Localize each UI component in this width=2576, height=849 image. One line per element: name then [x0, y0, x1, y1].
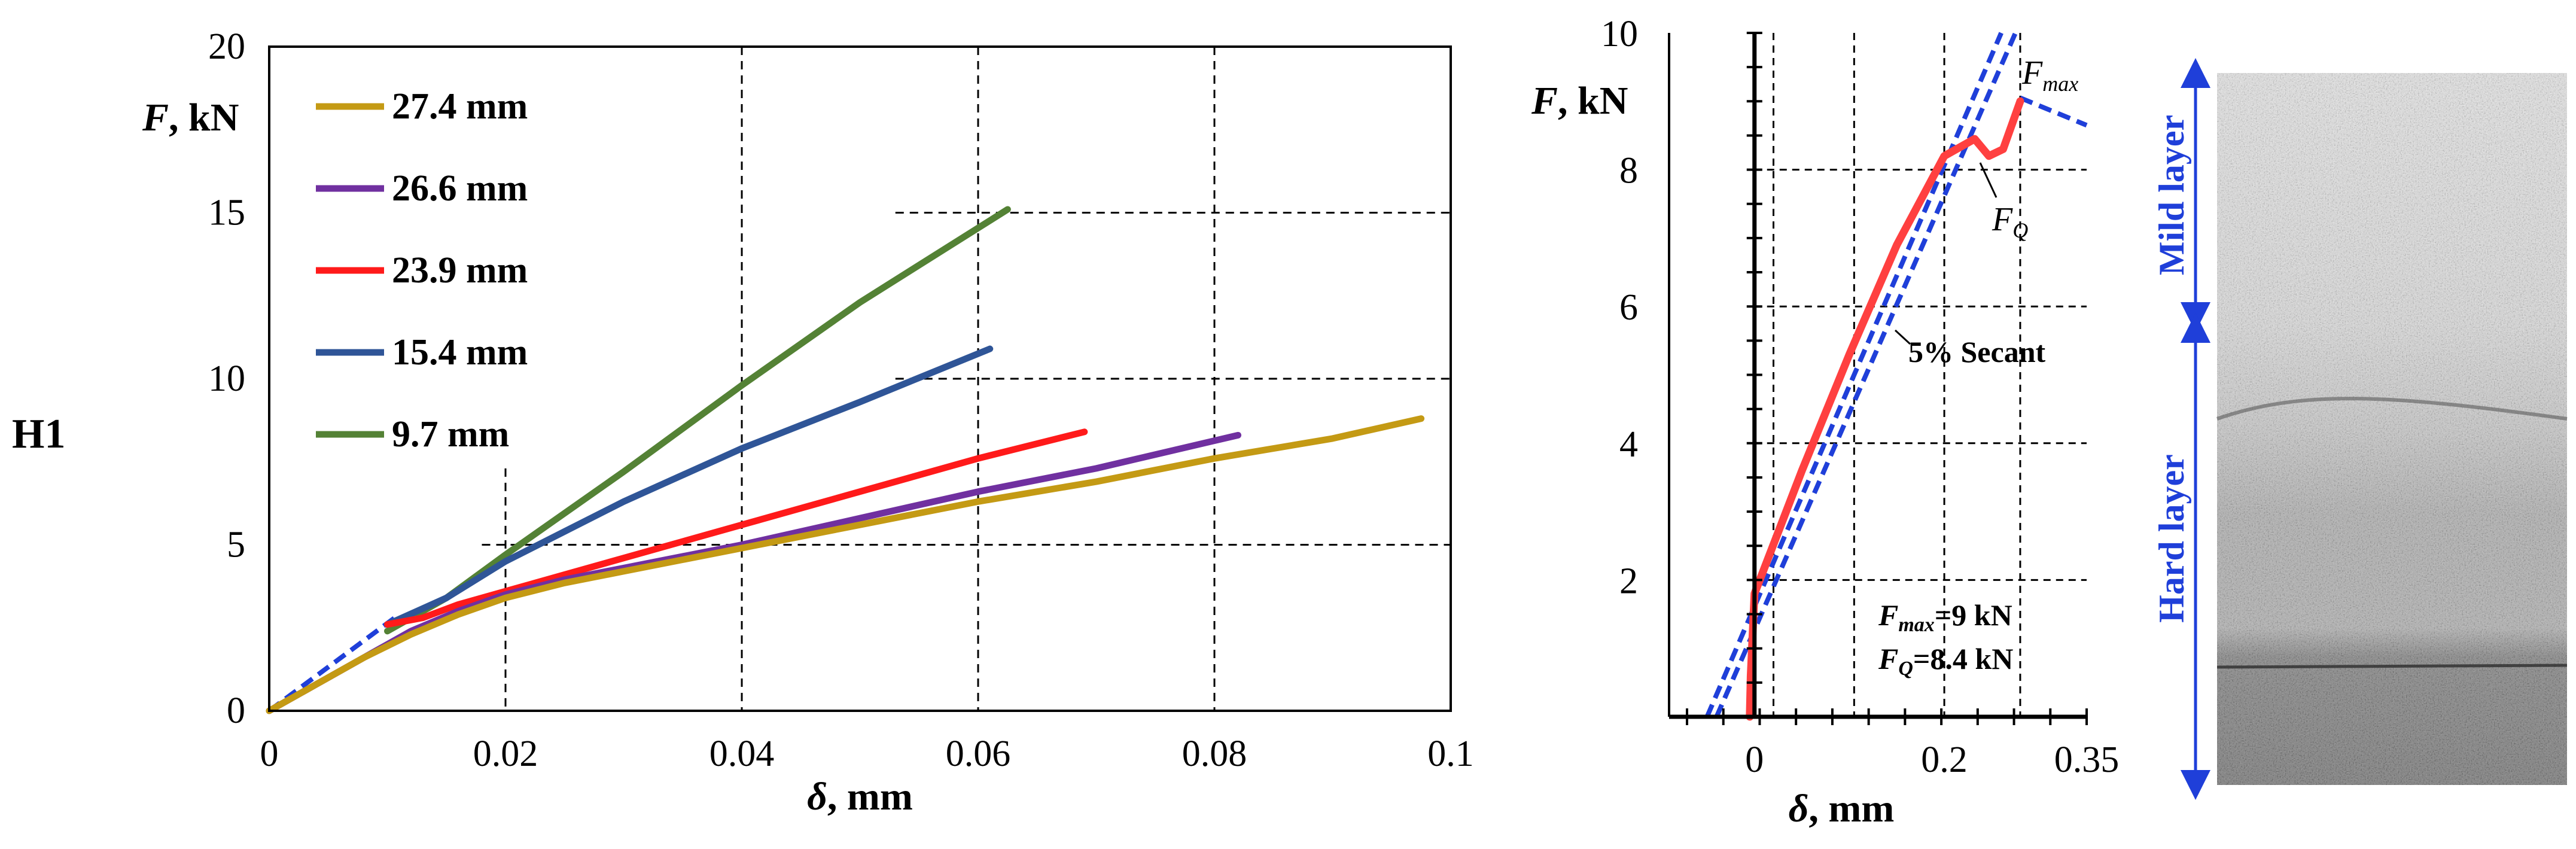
chart2-tail-line	[2019, 95, 2088, 128]
chart2-result-fmax: Fmax=9 kN	[1878, 598, 2012, 636]
chart2-result-fq: FQ=8.4 kN	[1878, 642, 2013, 680]
chart1-tick-labels: 0 0.02 0.04 0.06 0.08 0.1 0 5 10 15 20	[208, 26, 1474, 774]
chart2-y-tick-label: 10	[1601, 14, 1638, 54]
chart1-y-axis-label: F, kN	[142, 96, 239, 139]
chart2-y-tick-label: 6	[1619, 287, 1638, 328]
chart2-y-tick-label: 4	[1619, 424, 1638, 465]
chart1-plot-frame	[268, 45, 1452, 712]
chart1-y-tick-label: 0	[227, 690, 245, 731]
micrograph-cross-section: Mild layer Hard layer	[2152, 58, 2568, 800]
chart1-series-line	[384, 345, 994, 628]
chart1-legend-label: 23.9 mm	[392, 250, 528, 291]
chart-load-displacement-thickness: 0 0.02 0.04 0.06 0.08 0.1 0 5 10 15 20 F, kN δ, mm…	[142, 26, 1474, 818]
chart2-x-axis-label: δ, mm	[1789, 787, 1895, 830]
micrograph-interface-line	[2216, 664, 2568, 669]
chart1-gridlines	[482, 47, 1451, 711]
chart2-y-tick-label: 2	[1619, 561, 1638, 601]
chart1-x-tick-label: 0.08	[1182, 734, 1247, 774]
chart1-series-line	[266, 431, 1241, 714]
chart2-fq-pointer	[1979, 162, 1998, 198]
chart1-y-tick-label: 10	[208, 358, 245, 399]
micrograph-fine-texture	[2217, 73, 2567, 785]
chart1-x-tick-label: 0.02	[473, 734, 538, 774]
chart-fq-determination: 2 4 6 8 10 0 0.2 0.35 F, kN δ, mm Fmax FQ 5% Seca…	[1531, 14, 2119, 830]
micrograph-fusion-boundary	[2216, 397, 2568, 421]
chart2-secant-pointer	[1894, 329, 1911, 345]
chart2-x-tick-label: 0.2	[1921, 740, 1968, 780]
chart2-y-tick-label: 8	[1619, 151, 1638, 191]
chart2-x-tick-label: 0	[1745, 740, 1764, 780]
chart2-fmax-label: Fmax	[2021, 54, 2078, 96]
mild-layer-label: Mild layer	[2152, 115, 2191, 275]
chart1-x-tick-label: 0.04	[710, 734, 775, 774]
chart1-x-tick-label: 0	[260, 734, 279, 774]
chart1-legend-label: 15.4 mm	[392, 332, 528, 373]
chart2-axes	[1668, 32, 2088, 725]
chart2-fq-label: FQ	[1992, 201, 2028, 242]
chart1-x-axis-label: δ, mm	[807, 775, 913, 818]
chart1-legend-label: 26.6 mm	[392, 168, 528, 209]
chart2-x-tick-label: 0.35	[2054, 740, 2120, 780]
chart2-y-axis-label: F, kN	[1531, 79, 1628, 123]
panel-label: H1	[12, 411, 65, 457]
chart1-y-tick-label: 15	[208, 193, 245, 233]
chart1-y-tick-label: 20	[208, 26, 245, 67]
chart2-annotations: Fmax FQ 5% Secant Fmax=9 kN FQ=8.4 kN	[1878, 54, 2078, 680]
chart1-legend-label: 27.4 mm	[392, 86, 528, 127]
chart1-x-tick-label: 0.1	[1427, 734, 1474, 774]
chart1-legend: 27.4 mm 26.6 mm 23.9 mm 15.4 mm 9.7 mm	[316, 86, 528, 455]
chart1-series	[266, 206, 1425, 714]
chart2-gridlines	[1754, 33, 2087, 717]
chart1-y-tick-label: 5	[227, 525, 245, 565]
chart1-legend-label: 9.7 mm	[392, 414, 509, 455]
chart1-series-line	[384, 428, 1088, 628]
chart2-tick-labels: 2 4 6 8 10 0 0.2 0.35	[1601, 14, 2119, 780]
chart2-load-curve	[1746, 97, 2024, 721]
hard-layer-label: Hard layer	[2152, 454, 2191, 623]
chart2-secant-label: 5% Secant	[1908, 335, 2046, 369]
chart1-reference-line	[267, 612, 401, 713]
chart1-x-tick-label: 0.06	[946, 734, 1011, 774]
chart1-series-line	[266, 415, 1425, 714]
